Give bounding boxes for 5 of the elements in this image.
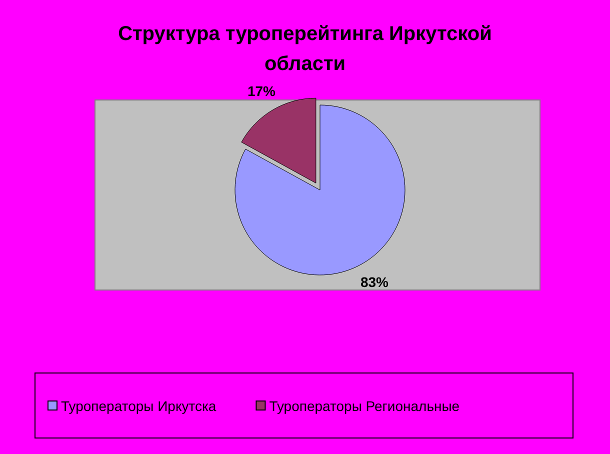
legend-label: Туроператоры Иркутска bbox=[61, 398, 216, 414]
data-label: 83% bbox=[360, 274, 390, 290]
chart-title: Структура туроперейтинга Иркутской области bbox=[118, 23, 492, 75]
legend-label: Туроператоры Региональные bbox=[269, 398, 460, 414]
data-label: 17% bbox=[247, 83, 276, 100]
